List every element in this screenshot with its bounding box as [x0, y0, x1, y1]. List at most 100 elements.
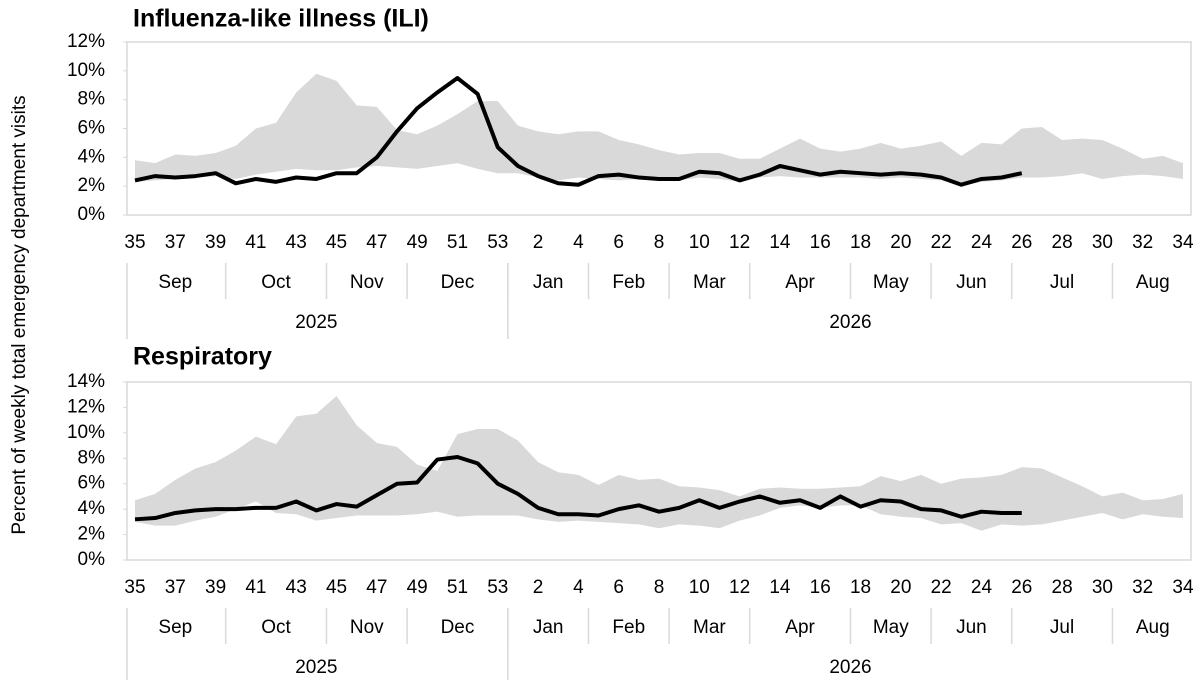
x-tick-label: 41 — [245, 577, 266, 598]
x-tick-label: 12 — [729, 577, 750, 598]
x-tick-label: 53 — [487, 577, 508, 598]
x-tick-label: 10 — [689, 232, 710, 253]
x-tick-label: 18 — [850, 232, 871, 253]
y-tick-label: 14% — [67, 371, 105, 392]
x-tick-label: 18 — [850, 577, 871, 598]
y-tick-label: 12% — [67, 31, 105, 52]
data-line — [134, 76, 1023, 187]
x-tick-label: 14 — [769, 232, 791, 253]
x-tick-label: 41 — [245, 232, 266, 253]
x-tick-label: 2 — [533, 232, 544, 253]
x-tick-label: 35 — [124, 232, 145, 253]
y-tick-label: 4% — [78, 498, 106, 519]
x-tick-label: 35 — [124, 577, 145, 598]
range-band — [135, 73, 1183, 187]
y-tick-label: 0% — [78, 549, 106, 570]
month-label: Apr — [785, 617, 815, 638]
year-label: 2025 — [295, 312, 337, 333]
x-tick-label: 53 — [487, 232, 508, 253]
x-tick-label: 8 — [654, 577, 665, 598]
x-tick-label: 39 — [205, 577, 226, 598]
y-axis-label: Percent of weekly total emergency depart… — [9, 95, 30, 534]
x-tick-label: 49 — [407, 577, 428, 598]
x-tick-label: 4 — [573, 232, 584, 253]
month-label: Aug — [1136, 272, 1170, 293]
x-tick-label: 22 — [931, 577, 952, 598]
y-tick-label: 10% — [67, 422, 105, 443]
month-label: Dec — [441, 617, 475, 638]
x-tick-label: 24 — [971, 577, 993, 598]
x-tick-label: 34 — [1172, 577, 1194, 598]
month-label: Feb — [612, 272, 645, 293]
x-tick-label: 22 — [931, 232, 952, 253]
x-tick-label: 28 — [1052, 577, 1073, 598]
x-tick-label: 30 — [1092, 232, 1113, 253]
x-tick-label: 4 — [573, 577, 584, 598]
x-tick-label: 45 — [326, 577, 347, 598]
x-tick-label: 12 — [729, 232, 750, 253]
month-label: Oct — [261, 617, 291, 638]
y-tick-label: 6% — [78, 473, 106, 494]
month-label: May — [873, 272, 909, 293]
x-tick-label: 8 — [654, 232, 665, 253]
y-tick-label: 2% — [78, 175, 106, 196]
month-label: Mar — [693, 272, 726, 293]
y-tick-label: 12% — [67, 396, 105, 417]
x-tick-label: 6 — [613, 232, 624, 253]
x-tick-label: 16 — [810, 232, 831, 253]
y-tick-label: 10% — [67, 60, 105, 81]
year-label: 2026 — [829, 657, 871, 678]
x-tick-label: 37 — [165, 577, 186, 598]
x-tick-label: 37 — [165, 232, 186, 253]
month-label: Nov — [350, 617, 384, 638]
month-label: Nov — [350, 272, 384, 293]
plot-frame — [126, 381, 1192, 561]
chart-title: Influenza-like illness (ILI) — [133, 5, 429, 33]
chart-title: Respiratory — [133, 343, 272, 371]
data-line — [134, 455, 1022, 522]
x-tick-label: 20 — [890, 232, 911, 253]
x-tick-label: 47 — [366, 577, 387, 598]
x-tick-label: 6 — [613, 577, 624, 598]
x-tick-label: 10 — [689, 577, 710, 598]
month-label: Aug — [1136, 617, 1170, 638]
x-tick-label: 51 — [447, 577, 468, 598]
x-tick-label: 24 — [971, 232, 993, 253]
x-tick-label: 45 — [326, 232, 347, 253]
x-tick-label: 26 — [1011, 232, 1032, 253]
x-tick-label: 14 — [769, 577, 791, 598]
x-tick-label: 32 — [1132, 232, 1153, 253]
month-label: Oct — [261, 272, 291, 293]
x-tick-label: 43 — [286, 577, 307, 598]
x-tick-label: 28 — [1052, 232, 1073, 253]
month-label: Apr — [785, 272, 815, 293]
month-label: Sep — [158, 617, 192, 638]
month-label: Mar — [693, 617, 726, 638]
month-label: May — [873, 617, 909, 638]
month-label: Jun — [956, 617, 987, 638]
x-tick-label: 20 — [890, 577, 911, 598]
x-tick-label: 49 — [407, 232, 428, 253]
year-label: 2025 — [295, 657, 337, 678]
y-tick-label: 6% — [78, 118, 106, 139]
month-label: Jul — [1050, 617, 1074, 638]
x-tick-label: 43 — [286, 232, 307, 253]
month-label: Jan — [533, 272, 564, 293]
y-tick-label: 8% — [78, 89, 106, 110]
y-tick-label: 8% — [78, 447, 106, 468]
x-tick-label: 26 — [1011, 577, 1032, 598]
y-tick-label: 4% — [78, 146, 106, 167]
x-tick-label: 51 — [447, 232, 468, 253]
month-label: Jul — [1050, 272, 1074, 293]
x-tick-label: 34 — [1172, 232, 1194, 253]
month-label: Jun — [956, 272, 987, 293]
range-band — [135, 395, 1183, 531]
month-label: Jan — [533, 617, 564, 638]
x-tick-label: 39 — [205, 232, 226, 253]
month-label: Sep — [158, 272, 192, 293]
x-tick-label: 16 — [810, 577, 831, 598]
y-tick-label: 0% — [78, 204, 106, 225]
x-tick-label: 32 — [1132, 577, 1153, 598]
